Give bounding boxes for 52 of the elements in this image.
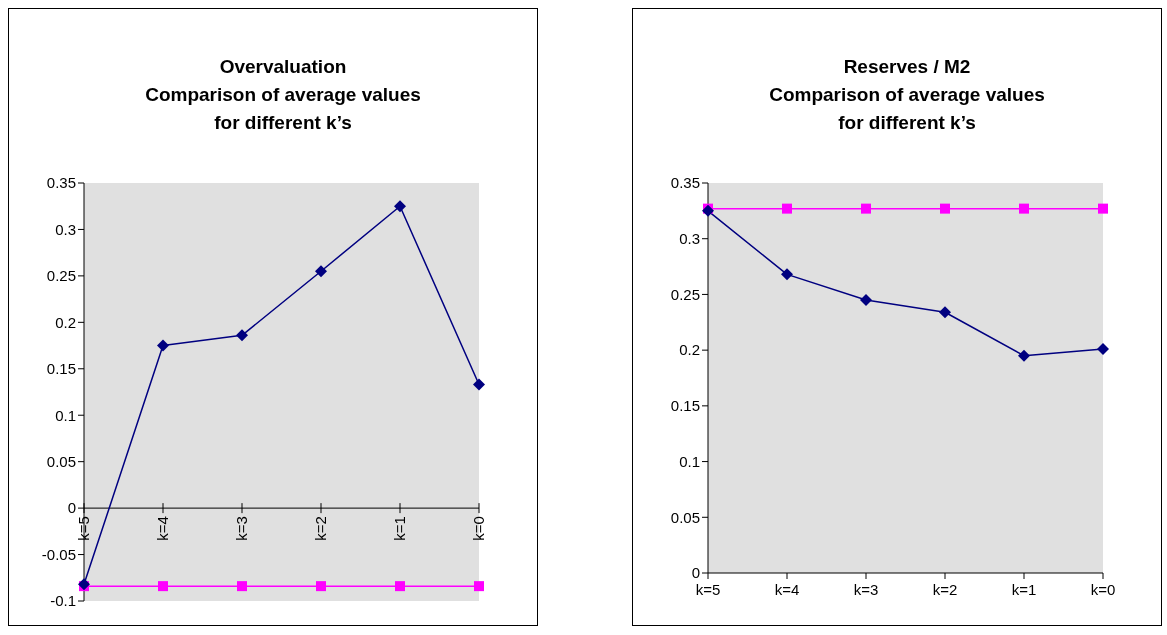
point <box>782 203 792 214</box>
y-tick-label: 0 <box>691 564 700 582</box>
x-tick-label: k=1 <box>1011 581 1037 598</box>
y-tick-label: -0.05 <box>41 545 76 563</box>
y-tick-label: 0.3 <box>55 220 76 238</box>
point <box>1098 203 1108 214</box>
point <box>861 203 871 214</box>
point <box>860 294 872 306</box>
point <box>158 581 168 592</box>
x-tick-label: k=0 <box>1090 581 1116 598</box>
x-tick-label: k=2 <box>932 581 958 598</box>
x-tick-label: k=5 <box>75 516 93 541</box>
point <box>473 378 485 391</box>
y-tick-label: 0.2 <box>55 313 76 331</box>
point <box>1018 349 1030 362</box>
y-tick-label: 0.25 <box>46 267 76 285</box>
y-tick-label: 0.35 <box>46 174 76 192</box>
point <box>236 329 248 342</box>
point <box>316 581 326 592</box>
y-tick-label: 0.1 <box>679 452 700 470</box>
y-tick-label: 0.3 <box>679 230 700 248</box>
point <box>394 200 406 213</box>
y-tick-label: 0.05 <box>670 508 700 526</box>
x-tick-label: k=4 <box>774 581 800 598</box>
point <box>1097 343 1109 356</box>
y-tick-label: 0.2 <box>679 341 700 359</box>
point <box>237 581 247 592</box>
point <box>781 268 793 281</box>
y-tick-label: 0.35 <box>670 174 700 192</box>
point <box>315 265 327 278</box>
point <box>157 339 169 352</box>
point <box>474 581 484 592</box>
x-tick-label: k=0 <box>470 516 488 541</box>
point <box>395 581 405 592</box>
point <box>1019 203 1029 214</box>
chart-title: Overvaluation Comparison of average values for different k’s <box>144 55 422 135</box>
y-tick-label: 0 <box>67 499 76 517</box>
chart-title: Reserves / M2 Comparison of average values for different k’s <box>768 55 1046 135</box>
x-tick-label: k=4 <box>154 516 172 541</box>
y-tick-label: 0.05 <box>46 452 76 470</box>
y-tick-label: -0.1 <box>50 592 76 610</box>
y-tick-label: 0.25 <box>670 285 700 303</box>
point <box>939 306 951 319</box>
x-tick-label: k=2 <box>312 516 330 541</box>
y-tick-label: 0.15 <box>670 397 700 415</box>
point <box>940 203 950 214</box>
y-tick-label: 0.15 <box>46 360 76 378</box>
x-tick-label: k=3 <box>233 516 251 541</box>
y-tick-label: 0.1 <box>55 406 76 424</box>
x-tick-label: k=1 <box>391 516 409 541</box>
x-tick-label: k=5 <box>695 581 721 598</box>
x-tick-label: k=3 <box>853 581 879 598</box>
